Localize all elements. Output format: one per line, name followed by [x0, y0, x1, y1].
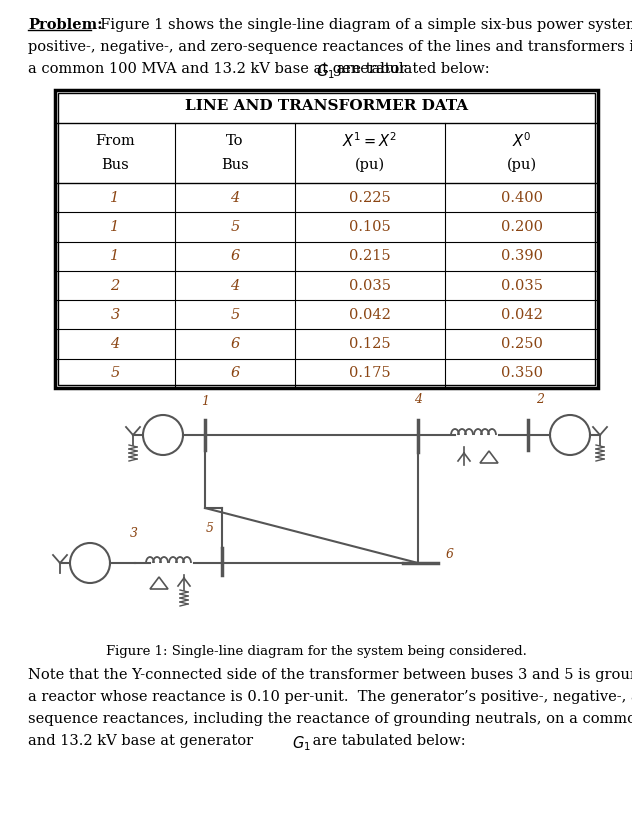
Text: and 13.2 kV base at generator: and 13.2 kV base at generator — [28, 734, 258, 748]
Text: 2: 2 — [111, 278, 119, 292]
Text: 4: 4 — [231, 278, 240, 292]
Text: 0.215: 0.215 — [349, 249, 391, 263]
Text: 0.042: 0.042 — [349, 308, 391, 322]
Text: 1: 1 — [111, 220, 119, 234]
Text: 0.390: 0.390 — [501, 249, 542, 263]
Text: To: To — [226, 134, 244, 148]
Text: a common 100 MVA and 13.2 kV base at generator: a common 100 MVA and 13.2 kV base at gen… — [28, 62, 411, 76]
Text: From: From — [95, 134, 135, 148]
Text: 4: 4 — [111, 337, 119, 351]
Text: 5: 5 — [231, 308, 240, 322]
Text: 0.350: 0.350 — [501, 367, 542, 380]
Text: $X^0$: $X^0$ — [512, 131, 532, 150]
Text: 2: 2 — [536, 393, 544, 406]
Text: $X^1 = X^2$: $X^1 = X^2$ — [343, 131, 398, 150]
Text: $G_1$: $G_1$ — [292, 734, 311, 752]
Text: 0.175: 0.175 — [349, 367, 391, 380]
Text: 6: 6 — [231, 367, 240, 380]
Text: Figure 1: Single-line diagram for the system being considered.: Figure 1: Single-line diagram for the sy… — [106, 645, 526, 658]
Text: 5: 5 — [111, 367, 119, 380]
Text: 6: 6 — [231, 337, 240, 351]
Text: Note that the Y-connected side of the transformer between buses 3 and 5 is groun: Note that the Y-connected side of the tr… — [28, 668, 632, 682]
Text: 0.035: 0.035 — [349, 278, 391, 292]
Bar — [55, 90, 598, 388]
Text: are tabulated below:: are tabulated below: — [308, 734, 466, 748]
Text: (pu): (pu) — [355, 158, 385, 172]
Text: Figure 1 shows the single-line diagram of a simple six-bus power system.  The: Figure 1 shows the single-line diagram o… — [91, 18, 632, 32]
Text: Bus: Bus — [221, 158, 249, 172]
Text: LINE AND TRANSFORMER DATA: LINE AND TRANSFORMER DATA — [185, 99, 468, 113]
Text: Problem:: Problem: — [28, 18, 102, 32]
Text: 0.035: 0.035 — [501, 278, 542, 292]
Text: 5: 5 — [206, 522, 214, 535]
Text: 0.105: 0.105 — [349, 220, 391, 234]
Text: 5: 5 — [231, 220, 240, 234]
Text: 0.400: 0.400 — [501, 191, 542, 205]
Text: 0.250: 0.250 — [501, 337, 542, 351]
Bar — [58, 93, 595, 385]
Text: 6: 6 — [231, 249, 240, 263]
Text: sequence reactances, including the reactance of grounding neutrals, on a common : sequence reactances, including the react… — [28, 712, 632, 726]
Text: 4: 4 — [414, 393, 422, 406]
Text: 1: 1 — [111, 191, 119, 205]
Text: a reactor whose reactance is 0.10 per-unit.  The generator’s positive-, negative: a reactor whose reactance is 0.10 per-un… — [28, 690, 632, 704]
Text: positive-, negative-, and zero-sequence reactances of the lines and transformers: positive-, negative-, and zero-sequence … — [28, 40, 632, 54]
Text: (pu): (pu) — [506, 158, 537, 172]
Text: $G_1$: $G_1$ — [316, 62, 335, 81]
Text: 3: 3 — [130, 527, 138, 540]
Text: 1: 1 — [201, 395, 209, 408]
Text: 6: 6 — [446, 548, 454, 562]
Text: 3: 3 — [111, 308, 119, 322]
Text: 1: 1 — [111, 249, 119, 263]
Text: 4: 4 — [231, 191, 240, 205]
Text: 0.042: 0.042 — [501, 308, 542, 322]
Text: 0.200: 0.200 — [501, 220, 542, 234]
Text: 0.125: 0.125 — [349, 337, 391, 351]
Text: are tabulated below:: are tabulated below: — [332, 62, 490, 76]
Text: 0.225: 0.225 — [349, 191, 391, 205]
Text: Bus: Bus — [101, 158, 129, 172]
